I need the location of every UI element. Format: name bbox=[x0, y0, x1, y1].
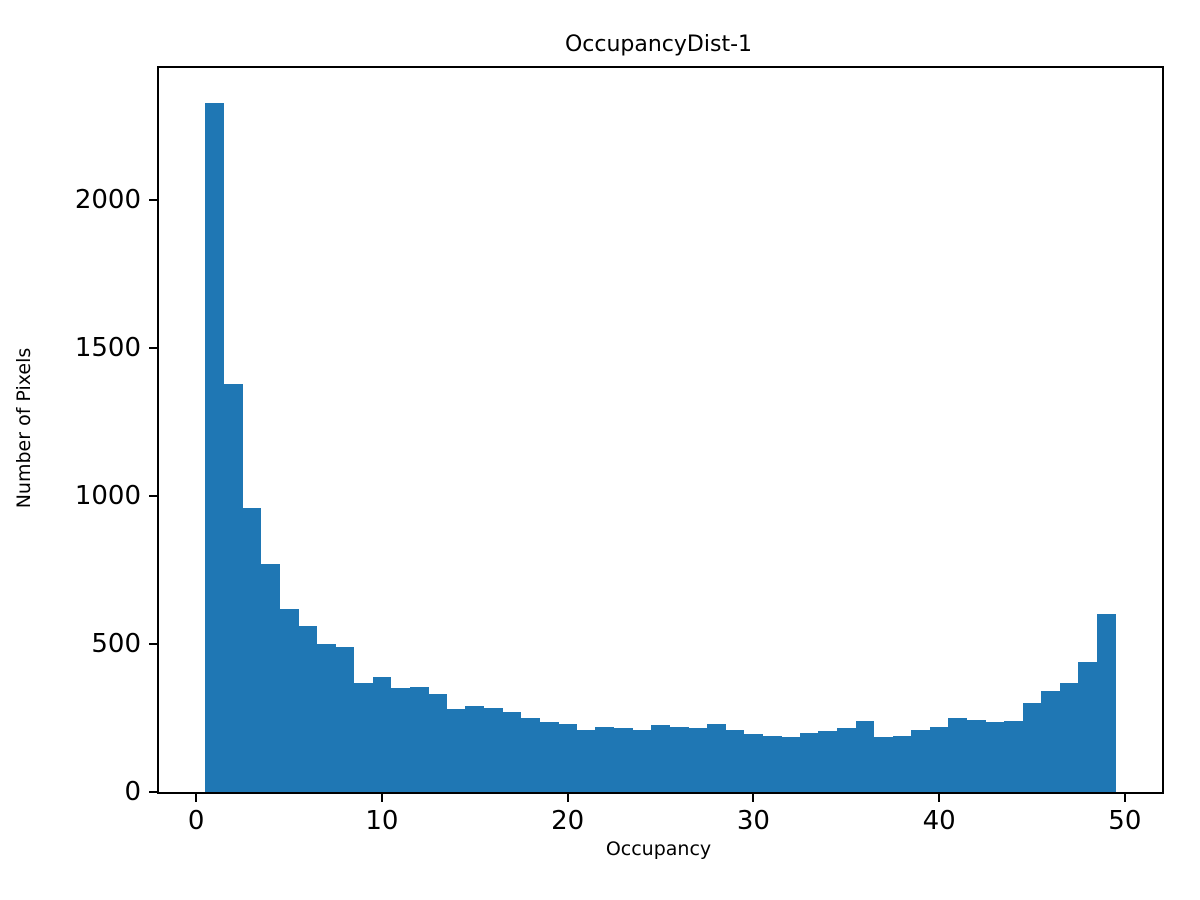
x-axis-tick-mark bbox=[1123, 792, 1126, 802]
chart-title: OccupancyDist-1 bbox=[564, 32, 753, 57]
histogram-bar bbox=[521, 718, 541, 792]
histogram-bar bbox=[1004, 721, 1023, 792]
histogram-bar bbox=[316, 644, 336, 792]
x-axis-tick-mark bbox=[195, 792, 198, 802]
y-axis-tick-mark bbox=[149, 643, 159, 646]
histogram-bar bbox=[688, 728, 708, 792]
histogram-bar bbox=[484, 707, 503, 792]
histogram-bar bbox=[576, 729, 596, 792]
histogram-bar bbox=[446, 709, 466, 792]
histogram-bar bbox=[1059, 682, 1079, 792]
x-axis-tick-mark bbox=[566, 792, 569, 802]
histogram-bar bbox=[855, 721, 875, 792]
histogram-bar bbox=[911, 729, 931, 792]
y-axis-tick-label: 1000 bbox=[74, 481, 141, 512]
histogram-bar bbox=[1078, 661, 1098, 792]
x-axis-tick-label: 20 bbox=[551, 806, 585, 836]
histogram-bar bbox=[595, 726, 615, 792]
histogram-bar bbox=[205, 102, 225, 792]
histogram-bar bbox=[354, 682, 373, 792]
histogram-bar bbox=[892, 735, 912, 792]
histogram-bar bbox=[985, 722, 1005, 792]
histogram-bar bbox=[224, 383, 243, 792]
x-axis-tick-label: 10 bbox=[365, 806, 399, 836]
x-axis-tick-label: 0 bbox=[187, 806, 205, 836]
x-axis-tick-label: 40 bbox=[922, 806, 956, 836]
histogram-bar bbox=[744, 734, 763, 792]
histogram-bar bbox=[1096, 614, 1116, 792]
y-axis-tick-mark bbox=[149, 347, 159, 350]
histogram-bar bbox=[1041, 691, 1061, 792]
histogram-bar bbox=[428, 694, 448, 792]
histogram-bar bbox=[242, 507, 262, 792]
histogram-bar bbox=[298, 626, 318, 792]
x-axis-tick-mark bbox=[380, 792, 383, 802]
histogram-bar bbox=[966, 719, 986, 792]
histogram-bar bbox=[502, 712, 522, 792]
histogram-bar bbox=[874, 737, 893, 792]
histogram-bar bbox=[465, 706, 485, 792]
histogram-bar bbox=[762, 735, 782, 792]
histogram-bar bbox=[391, 688, 411, 792]
histogram-bar bbox=[706, 723, 726, 792]
x-axis-tick-mark bbox=[938, 792, 941, 802]
histogram-bar bbox=[836, 728, 856, 792]
histogram-bar bbox=[558, 723, 578, 792]
x-axis-label: Occupancy bbox=[605, 838, 712, 860]
histogram-bar bbox=[725, 729, 745, 792]
histogram-bar bbox=[929, 726, 949, 792]
x-axis-tick-mark bbox=[752, 792, 755, 802]
histogram-bar bbox=[614, 728, 633, 792]
histogram-bar bbox=[818, 731, 838, 792]
y-axis-tick-mark bbox=[149, 791, 159, 793]
y-axis-tick-label: 1500 bbox=[74, 333, 141, 364]
y-axis-tick-mark bbox=[149, 495, 159, 498]
y-axis-tick-label: 500 bbox=[91, 629, 141, 660]
histogram-bar bbox=[372, 676, 392, 792]
histogram-bar bbox=[651, 725, 671, 792]
histogram-bar bbox=[279, 608, 299, 792]
histogram-bar bbox=[669, 726, 689, 792]
histogram-bar bbox=[799, 732, 819, 792]
plot-area: 0 10 20 30 40 50 0 500 1000 1500 2000 bbox=[75, 66, 1164, 836]
x-axis-tick-label: 30 bbox=[736, 806, 770, 836]
histogram-bar bbox=[948, 718, 968, 792]
histogram-bar bbox=[335, 647, 355, 792]
histogram-bar bbox=[781, 737, 801, 792]
y-axis-label: Number of Pixels bbox=[13, 347, 35, 509]
histogram-bar bbox=[632, 729, 652, 792]
histogram-bar bbox=[539, 722, 559, 792]
histogram-bar bbox=[261, 564, 281, 792]
histogram-bar bbox=[1022, 703, 1042, 792]
y-axis-tick-label: 0 bbox=[124, 777, 141, 807]
histogram-bar bbox=[409, 686, 429, 792]
y-axis-tick-label: 2000 bbox=[74, 185, 141, 216]
y-axis-tick-mark bbox=[149, 199, 159, 202]
x-axis-tick-label: 50 bbox=[1108, 806, 1142, 836]
